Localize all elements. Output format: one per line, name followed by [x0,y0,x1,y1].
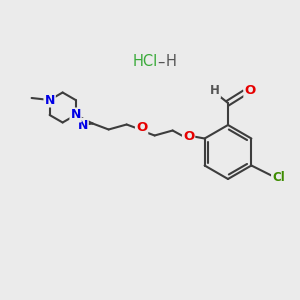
Text: N: N [70,109,81,122]
Text: O: O [244,85,256,98]
Text: Cl: Cl [272,171,285,184]
Text: H: H [210,85,220,98]
Text: HCl: HCl [132,55,158,70]
Text: O: O [183,130,194,143]
Text: –: – [157,55,165,70]
Text: N: N [44,94,55,106]
Text: O: O [136,121,147,134]
Text: H: H [166,55,176,70]
Text: N: N [77,119,88,132]
